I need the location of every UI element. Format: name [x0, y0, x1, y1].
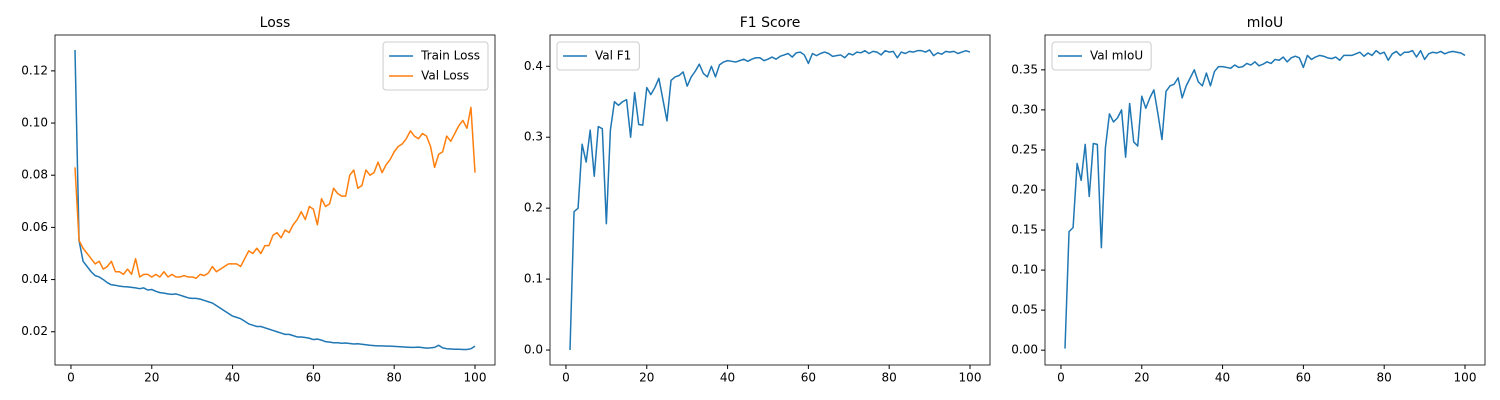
axes-frame	[549, 34, 991, 366]
legend: Val mIoU	[1051, 41, 1152, 71]
x-tick-label: 60	[1296, 371, 1311, 385]
x-tick-label: 100	[464, 371, 487, 385]
x-tick-label: 40	[1215, 371, 1230, 385]
y-tick-label: 0.12	[21, 63, 48, 77]
y-tick-label: 0.25	[1011, 142, 1038, 156]
axes-frame	[54, 34, 496, 366]
x-tick-label: 20	[1134, 371, 1149, 385]
x-tick-label: 40	[225, 371, 240, 385]
legend-box	[382, 41, 489, 91]
x-tick-label: 60	[306, 371, 321, 385]
data-line	[569, 49, 971, 351]
y-tick-label: 0.10	[21, 116, 48, 130]
data-line	[1064, 49, 1466, 349]
y-tick-label: 0.35	[1011, 62, 1038, 76]
x-tick-label: 0	[67, 371, 75, 385]
y-tick-label: 0.04	[21, 272, 48, 286]
data-line	[74, 106, 476, 280]
y-tick-label: 0.20	[1011, 182, 1038, 196]
legend-label: Train Loss	[420, 49, 480, 63]
y-tick-label: 0.0	[524, 343, 543, 357]
y-tick-label: 0.30	[1011, 102, 1038, 116]
legend: Train Loss Val Loss	[382, 41, 489, 91]
legend-box	[1051, 41, 1152, 71]
y-tick-label: 0.10	[1011, 263, 1038, 277]
y-tick-label: 0.15	[1011, 223, 1038, 237]
legend-label: Val Loss	[421, 69, 469, 83]
axes-frame	[1044, 34, 1486, 366]
legend-box	[556, 41, 640, 71]
x-tick-label: 0	[1057, 371, 1065, 385]
legend-label: Val F1	[595, 49, 631, 63]
x-tick-label: 100	[959, 371, 982, 385]
y-tick-label: 0.2	[524, 201, 543, 215]
x-tick-label: 20	[144, 371, 159, 385]
x-tick-label: 80	[1377, 371, 1392, 385]
y-tick-label: 0.08	[21, 168, 48, 182]
y-tick-label: 0.05	[1011, 303, 1038, 317]
y-tick-label: 0.06	[21, 220, 48, 234]
y-tick-label: 0.1	[524, 272, 543, 286]
x-tick-label: 100	[1454, 371, 1477, 385]
x-tick-label: 80	[882, 371, 897, 385]
y-tick-label: 0.3	[524, 130, 543, 144]
chart-title: Loss	[260, 15, 291, 31]
x-tick-label: 20	[639, 371, 654, 385]
x-tick-label: 60	[801, 371, 816, 385]
x-tick-label: 0	[562, 371, 570, 385]
legend-label: Val mIoU	[1090, 49, 1143, 63]
y-tick-label: 0.4	[524, 59, 543, 73]
data-line	[74, 49, 476, 351]
legend: Val F1	[556, 41, 640, 71]
y-tick-label: 0.02	[21, 324, 48, 338]
x-tick-label: 40	[720, 371, 735, 385]
x-tick-label: 80	[387, 371, 402, 385]
chart-title: mIoU	[1247, 15, 1284, 31]
chart-title: F1 Score	[740, 15, 801, 31]
y-tick-label: 0.00	[1011, 343, 1038, 357]
